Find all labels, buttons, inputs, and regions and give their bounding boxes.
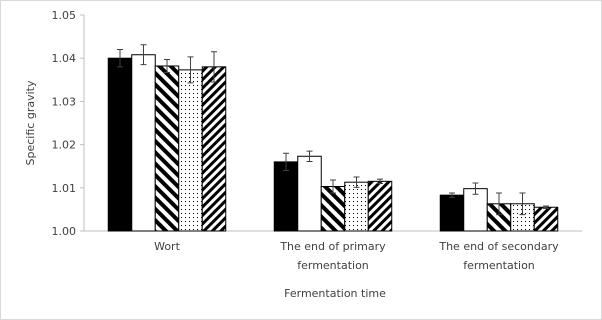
error-bar: [306, 150, 313, 162]
x-tick-label: The end of secondary fermentation: [439, 240, 559, 272]
x-tick-label: The end of primary fermentation: [280, 240, 386, 272]
y-axis-title: Specific gravity: [24, 80, 37, 165]
error-bar: [519, 192, 526, 216]
error-bar: [330, 179, 336, 194]
error-bar: [472, 182, 479, 195]
bar: [107, 57, 133, 232]
bar: [201, 66, 227, 232]
y-tick-label: 1.03: [52, 95, 77, 108]
x-tick-label: Wort: [154, 240, 180, 253]
y-tick-label: 1.05: [52, 9, 77, 22]
bar: [344, 181, 369, 232]
y-tick-label: 1.04: [52, 52, 77, 65]
y-tick-label: 1.01: [52, 182, 77, 195]
error-bar: [496, 192, 502, 216]
error-bar: [449, 192, 455, 198]
bar: [297, 155, 322, 232]
error-bar: [164, 58, 170, 73]
error-bar: [117, 49, 123, 68]
bar: [463, 188, 488, 232]
error-bar: [543, 205, 549, 210]
bar: [533, 206, 559, 232]
error-bar: [283, 152, 289, 172]
error-bar: [353, 176, 360, 188]
x-axis-title: Fermentation time: [284, 287, 386, 300]
bar: [178, 69, 203, 232]
error-bar: [211, 51, 217, 83]
error-bar: [140, 44, 147, 66]
bar: [367, 180, 393, 232]
error-bar: [187, 56, 194, 84]
bar: [439, 194, 465, 232]
error-bar: [377, 178, 383, 184]
bar: [154, 65, 180, 232]
bar: [273, 161, 299, 232]
y-tick-label: 1.02: [52, 139, 77, 152]
bar: [131, 54, 156, 232]
y-tick-label: 1.00: [52, 225, 77, 238]
